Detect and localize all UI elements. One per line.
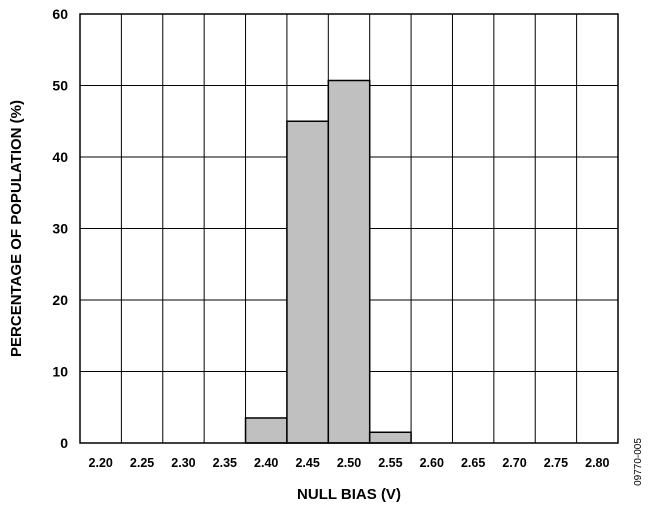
y-tick-label: 40 [52, 149, 68, 165]
y-axis-title: PERCENTAGE OF POPULATION (%) [8, 100, 25, 357]
y-tick-label: 30 [52, 221, 68, 237]
figure-id: 09770-005 [633, 438, 644, 486]
y-tick-labels: 0 10 20 30 40 50 60 [52, 6, 68, 451]
y-tick-label: 20 [52, 292, 68, 308]
x-tick-label: 2.80 [585, 456, 609, 470]
x-tick-label: 2.70 [502, 456, 526, 470]
bars [244, 79, 412, 444]
y-tick-label: 50 [52, 78, 68, 94]
x-tick-label: 2.35 [213, 456, 237, 470]
bar-2.55 [368, 431, 412, 444]
x-tick-label: 2.50 [337, 456, 361, 470]
bar-2.50 [327, 79, 371, 444]
x-tick-label: 2.40 [254, 456, 278, 470]
y-tick-label: 60 [52, 6, 68, 22]
x-tick-label: 2.65 [461, 456, 485, 470]
x-tick-label: 2.55 [378, 456, 402, 470]
bar-2.45 [286, 120, 330, 444]
x-tick-label: 2.20 [89, 456, 113, 470]
x-tick-label: 2.25 [130, 456, 154, 470]
x-tick-labels: 2.20 2.25 2.30 2.35 2.40 2.45 2.50 2.55 2.60 2.65… [89, 456, 610, 470]
x-tick-label: 2.75 [544, 456, 568, 470]
y-tick-label: 10 [52, 364, 68, 380]
x-tick-label: 2.30 [171, 456, 195, 470]
x-tick-label: 2.45 [295, 456, 319, 470]
x-axis-title: NULL BIAS (V) [297, 486, 401, 503]
bar-2.40 [244, 417, 288, 444]
plot-frame [79, 13, 619, 444]
x-tick-label: 2.60 [420, 456, 444, 470]
y-tick-label: 0 [60, 435, 68, 451]
